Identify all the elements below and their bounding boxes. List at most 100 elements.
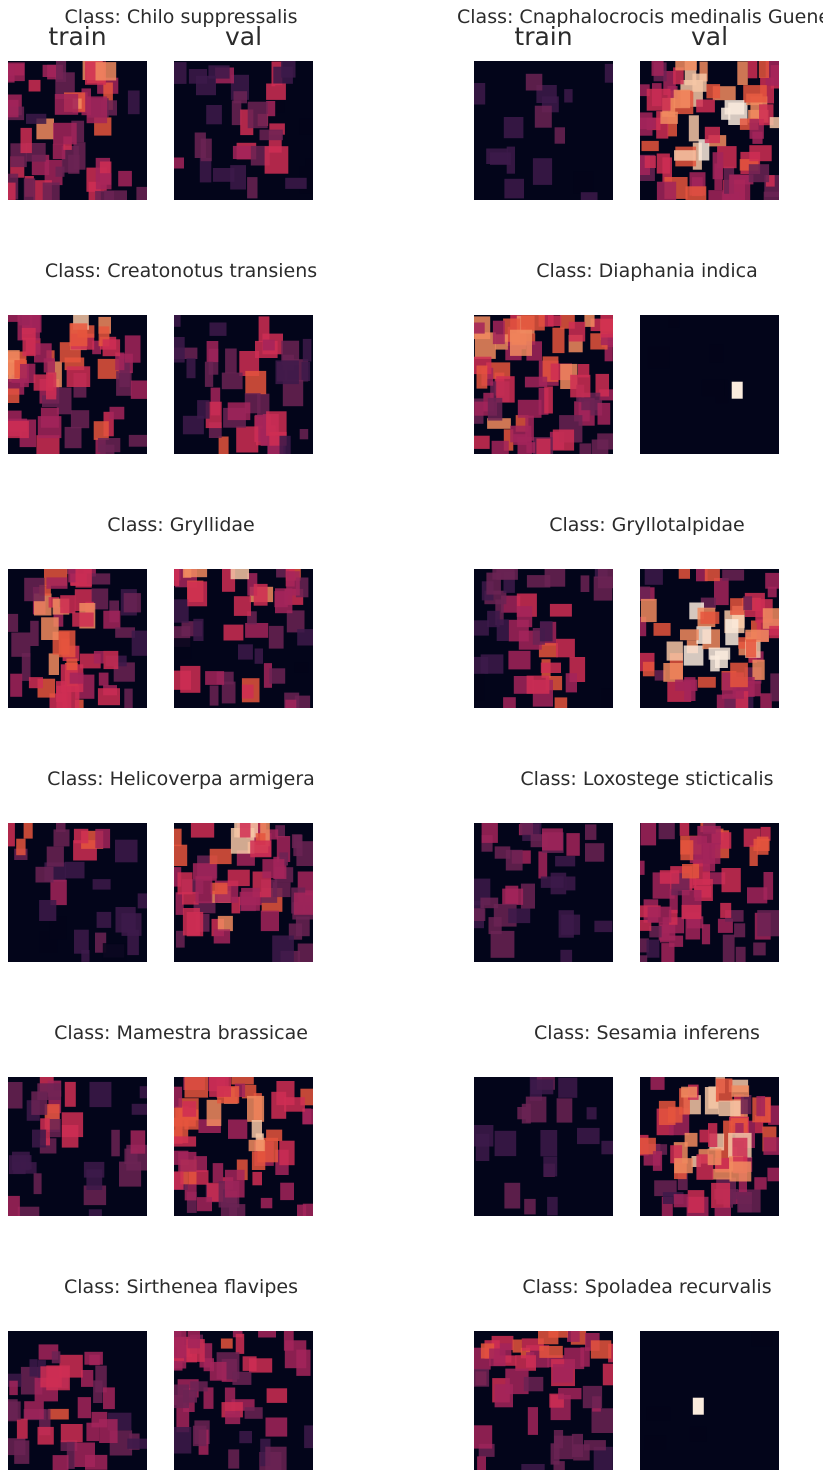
heat-cell (250, 840, 272, 858)
heat-cell (583, 1440, 606, 1451)
heat-cell (260, 1197, 273, 1209)
heat-cell (684, 677, 696, 701)
heat-cell (182, 908, 200, 936)
heat-cell (714, 1207, 731, 1216)
heatmap-val-svg (174, 61, 313, 200)
class-panel: Class: Chilo suppressalis train val (0, 6, 366, 208)
heat-cell (236, 1159, 248, 1181)
heat-cell (64, 426, 82, 449)
heat-cell (675, 61, 697, 71)
heat-cell (542, 828, 563, 851)
heat-cell (693, 886, 712, 898)
heat-cell (700, 611, 720, 624)
heat-cell (550, 1443, 560, 1465)
panel-title: Class: Spoladea recurvalis (522, 1276, 772, 1298)
heat-cell (704, 126, 720, 144)
heat-cell (91, 588, 109, 610)
col-label-train: train (48, 22, 107, 51)
heatmap-train-svg (8, 569, 147, 708)
heat-cell (95, 173, 112, 190)
heat-cell (33, 374, 54, 391)
heat-cell (538, 1331, 559, 1345)
panel-title: Class: Creatonotus transiens (44, 260, 318, 282)
heat-cell (130, 1130, 146, 1154)
heatmap-train-svg (474, 823, 613, 962)
heat-cell (247, 177, 258, 199)
heat-cell (199, 158, 212, 183)
heat-cell (275, 588, 293, 614)
heat-cell (765, 572, 779, 589)
heat-cell (683, 645, 704, 666)
heat-cell (193, 901, 216, 914)
heat-cell (747, 61, 758, 79)
heatmap-val-svg (640, 1077, 779, 1216)
heat-cell (494, 1384, 513, 1408)
heat-cell (696, 569, 708, 582)
heatmap-val (174, 1331, 313, 1470)
heat-cell (701, 924, 711, 945)
heat-cell (302, 338, 312, 362)
heat-cell (684, 1132, 698, 1147)
heat-cell (22, 337, 36, 357)
heat-cell (503, 697, 516, 708)
heat-cell (83, 1185, 107, 1206)
heat-cell (93, 421, 109, 440)
heat-cell (97, 688, 120, 706)
heat-cell (23, 823, 33, 839)
heat-cell (258, 1331, 276, 1338)
heat-cell (600, 315, 613, 338)
panel-title: Class: Sirthenea flavipes (64, 1276, 298, 1298)
heat-cell (524, 1198, 536, 1215)
heat-cell (681, 904, 702, 920)
heat-cell (279, 1140, 295, 1166)
heat-cell (86, 96, 108, 124)
heat-cell (203, 1358, 214, 1372)
heat-cell (674, 150, 696, 161)
heat-cell (503, 117, 524, 139)
heat-cell (680, 629, 699, 641)
heat-cell (652, 1151, 663, 1171)
heat-cell (492, 569, 515, 580)
heat-cell (273, 882, 291, 898)
heat-cell (474, 1425, 493, 1449)
heat-cell (707, 1148, 722, 1166)
class-panel: Class: Gryllidae (0, 514, 366, 716)
heat-cell (669, 935, 684, 947)
heat-cell (644, 569, 663, 585)
heat-cell (227, 869, 250, 887)
heat-cell (252, 1171, 262, 1186)
heat-cell (124, 335, 141, 363)
heat-cell (241, 887, 260, 911)
heat-cell (760, 826, 771, 841)
heat-cell (668, 315, 680, 328)
heat-cell (269, 123, 285, 135)
heat-cell (31, 1091, 48, 1115)
heat-cell (102, 339, 121, 357)
heat-cell (476, 365, 488, 389)
heat-cell (653, 623, 671, 636)
heat-cell (174, 844, 188, 866)
heat-cell (118, 170, 132, 187)
heat-cell (647, 346, 670, 369)
heat-cell (247, 573, 258, 596)
heat-cell (481, 823, 498, 843)
heat-cell (739, 118, 759, 130)
heat-cell (302, 1108, 312, 1125)
heat-cell (521, 1464, 545, 1470)
heat-cell (279, 435, 291, 454)
heat-cell (526, 442, 536, 453)
heat-cell (304, 1425, 313, 1449)
heat-cell (538, 643, 558, 658)
heat-cell (556, 638, 575, 658)
heat-cell (679, 1088, 690, 1115)
col-label-train: train (514, 22, 573, 51)
heat-cell (515, 1355, 536, 1371)
heat-cell (258, 316, 270, 342)
heat-cell (640, 860, 645, 875)
heat-cell (55, 166, 65, 177)
heat-cell (233, 596, 251, 616)
heat-cell (297, 943, 313, 962)
heat-cell (720, 902, 732, 918)
heat-cell (220, 1338, 233, 1349)
class-panel: Class: Cnaphalocrocis medinalis Guenee tr… (457, 6, 823, 208)
